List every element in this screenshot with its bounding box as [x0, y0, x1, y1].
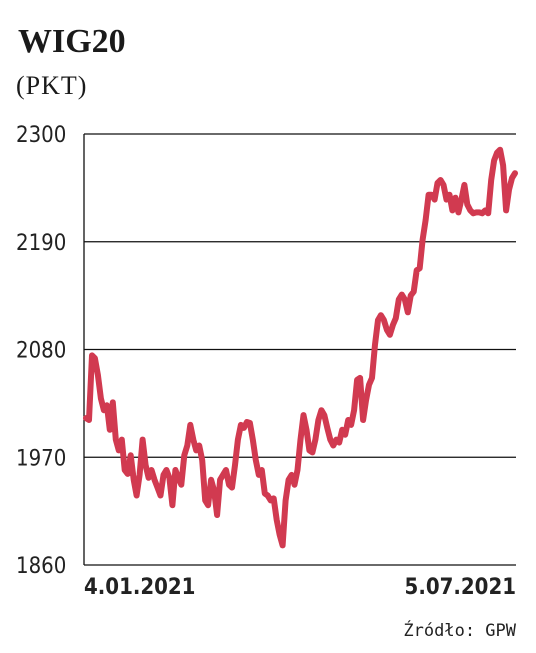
- chart-title: WIG20: [18, 23, 126, 60]
- y-tick-label: 1860: [16, 554, 66, 579]
- x-tick-label: 5.07.2021: [405, 575, 516, 600]
- x-tick-label: 4.01.2021: [84, 575, 195, 600]
- line-series: [83, 146, 518, 549]
- chart-subtitle: (PKT): [16, 71, 87, 100]
- y-tick-label: 2300: [16, 123, 66, 148]
- source: Źródło: GPW: [403, 619, 516, 641]
- y-tick-label: 2190: [16, 231, 66, 256]
- y-tick-label: 1970: [16, 446, 66, 471]
- y-tick-label: 2080: [16, 339, 66, 364]
